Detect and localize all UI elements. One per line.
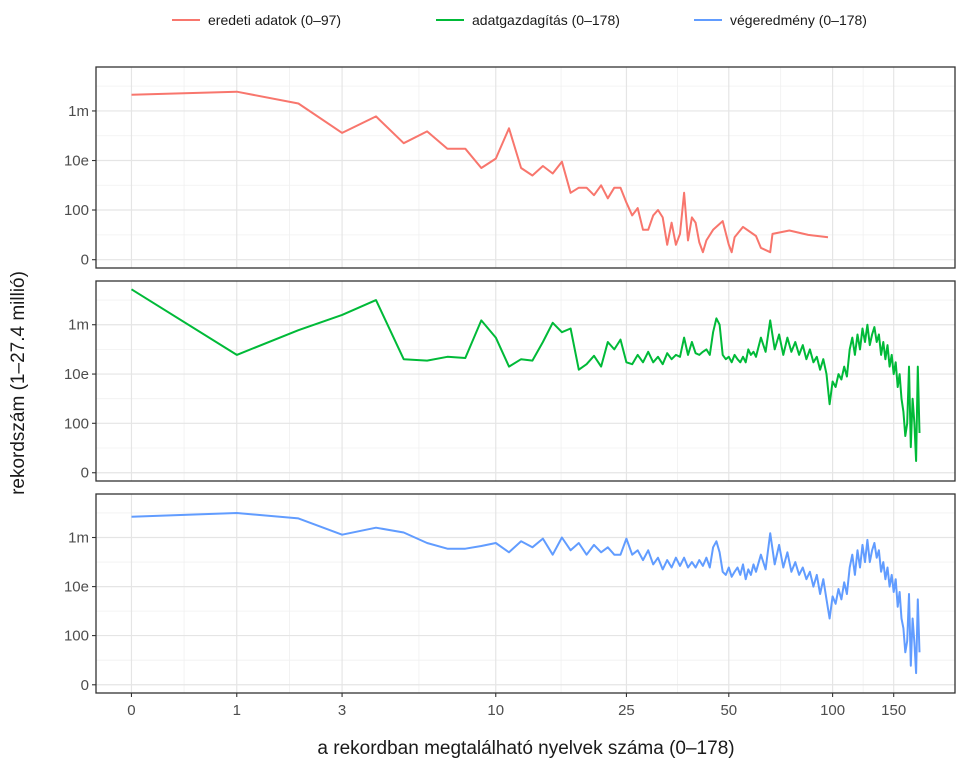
x-tick-label: 100 [820,702,845,719]
x-tick-label: 1 [233,702,241,719]
legend-label-adatgazdagitas-0-178: adatgazdagítás (0–178) [472,12,620,28]
y-tick-label: 10e [64,153,89,170]
y-tick-label: 1m [68,530,89,547]
x-tick-label: 3 [338,702,346,719]
x-axis-title: a rekordban megtalálható nyelvek száma (… [317,738,734,758]
x-axis: 0 1 3 10 25 50 100 150 [127,693,906,719]
y-axis-title: rekordszám (1–27.4 millió) [8,271,29,495]
x-tick-label: 10 [487,702,504,719]
panel-border [95,493,956,694]
y-tick-label: 100 [64,628,89,645]
y-tick-label: 0 [81,252,89,269]
x-tick-label: 0 [127,702,135,719]
series-line-adatgazdagitas-0-178 [130,288,921,462]
y-tick-label: 10e [64,579,89,596]
y-tick-label: 10e [64,366,89,383]
y-tick-label: 1m [68,317,89,334]
panel-border [95,280,956,482]
panel-vegeredmeny: 0 100 10e 1m [64,493,956,694]
series-line-eredeti-adatok-0-97 [131,90,829,254]
y-tick-label: 100 [64,415,89,432]
y-tick-label: 1m [68,103,89,120]
legend-label-eredeti-adatok-0-97: eredeti adatok (0–97) [208,12,341,28]
x-tick-label: 25 [618,702,635,719]
y-tick-label: 0 [81,677,89,694]
x-tick-label: 50 [720,702,737,719]
legend: eredeti adatok (0–97) adatgazdagítás (0–1… [172,12,867,28]
x-tick-label: 150 [881,702,906,719]
y-tick-label: 0 [81,465,89,482]
y-tick-label: 100 [64,202,89,219]
panel-adatgazdagitas: 0 100 10e 1m [64,280,956,482]
legend-label-vegeredmeny-0-178: végeredmény (0–178) [730,12,867,28]
panel-eredeti-adatok: 0 100 10e 1m [64,66,956,269]
series-line-vegeredmeny-0-178 [131,512,921,675]
panel-border [95,66,956,269]
